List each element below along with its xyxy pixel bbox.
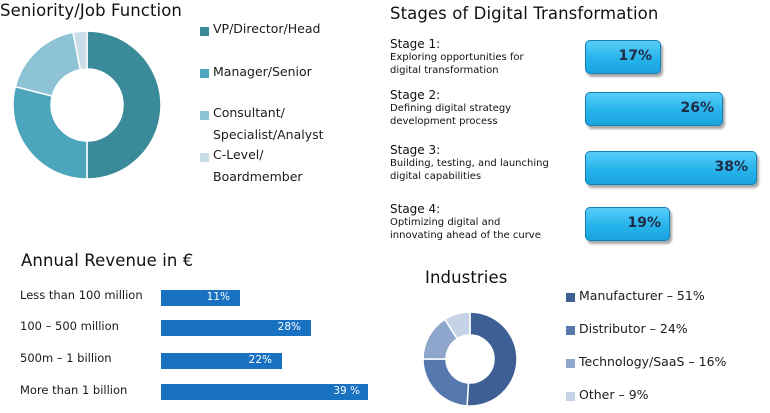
stage-1-text: Stage 1: Exploring opportunities for dig… — [390, 37, 524, 76]
seniority-slice-1 — [86, 30, 162, 180]
legend-label-clevel: C-Level/ Boardmember — [213, 147, 303, 184]
revenue-title: Annual Revenue in € — [21, 251, 194, 270]
stage-4-text: Stage 4: Optimizing digital and innovati… — [390, 202, 541, 241]
industries-slice-4 — [443, 311, 471, 340]
stages-title: Stages of Digital Transformation — [390, 4, 659, 23]
stage-2-bar: 26% — [585, 92, 723, 126]
legend-swatch-clevel — [200, 153, 209, 162]
stage-3-bar: 38% — [585, 151, 757, 185]
legend-swatch-manager — [200, 69, 209, 78]
revenue-value-2: 28% — [277, 321, 301, 333]
revenue-label-2: 100 – 500 million — [20, 319, 119, 333]
revenue-bar-1: 11% — [161, 290, 240, 306]
industries-label-other: Other – 9% — [579, 387, 649, 402]
industries-swatch-other — [566, 392, 575, 401]
seniority-donut-chart — [12, 30, 162, 180]
legend-label-consultant: Consultant/ Specialist/Analyst — [213, 105, 324, 142]
revenue-label-4: More than 1 billion — [20, 383, 128, 397]
industries-title: Industries — [425, 268, 508, 287]
revenue-label-1: Less than 100 million — [20, 288, 143, 302]
industries-donut-chart — [422, 311, 518, 407]
revenue-bar-2: 28% — [161, 320, 311, 336]
industries-swatch-manufacturer — [566, 293, 575, 302]
stage-3-value: 38% — [714, 159, 748, 175]
stage-4-bar: 19% — [585, 207, 670, 241]
revenue-value-3: 22% — [248, 354, 272, 366]
stage-4-value: 19% — [627, 215, 661, 231]
stage-2-text: Stage 2: Defining digital strategy devel… — [390, 88, 512, 127]
revenue-bar-4: 39 % — [161, 384, 368, 400]
legend-swatch-consultant — [200, 111, 209, 120]
seniority-slice-3 — [14, 31, 82, 97]
stage-1-value: 17% — [618, 48, 652, 64]
revenue-value-4: 39 % — [333, 385, 360, 397]
industries-label-manufacturer: Manufacturer – 51% — [579, 288, 705, 303]
legend-label-manager: Manager/Senior — [213, 64, 312, 79]
stage-3-text: Stage 3: Building, testing, and launchin… — [390, 143, 549, 182]
industries-slice-1 — [466, 311, 518, 407]
legend-swatch-vp — [200, 27, 209, 36]
legend-label-vp: VP/Director/Head — [213, 21, 321, 36]
seniority-slice-2 — [12, 85, 88, 180]
stage-2-value: 26% — [680, 100, 714, 116]
industries-label-distributor: Distributor – 24% — [579, 321, 688, 336]
seniority-title: Seniority/Job Function — [0, 1, 182, 20]
industries-slice-2 — [422, 358, 470, 407]
industries-label-technology: Technology/SaaS – 16% — [579, 354, 727, 369]
revenue-bar-3: 22% — [161, 353, 282, 369]
seniority-slice-4 — [72, 30, 88, 71]
revenue-value-1: 11% — [206, 291, 230, 303]
revenue-label-3: 500m – 1 billion — [20, 351, 112, 365]
industries-swatch-distributor — [566, 326, 575, 335]
stage-1-bar: 17% — [585, 40, 661, 74]
industries-swatch-technology — [566, 359, 575, 368]
